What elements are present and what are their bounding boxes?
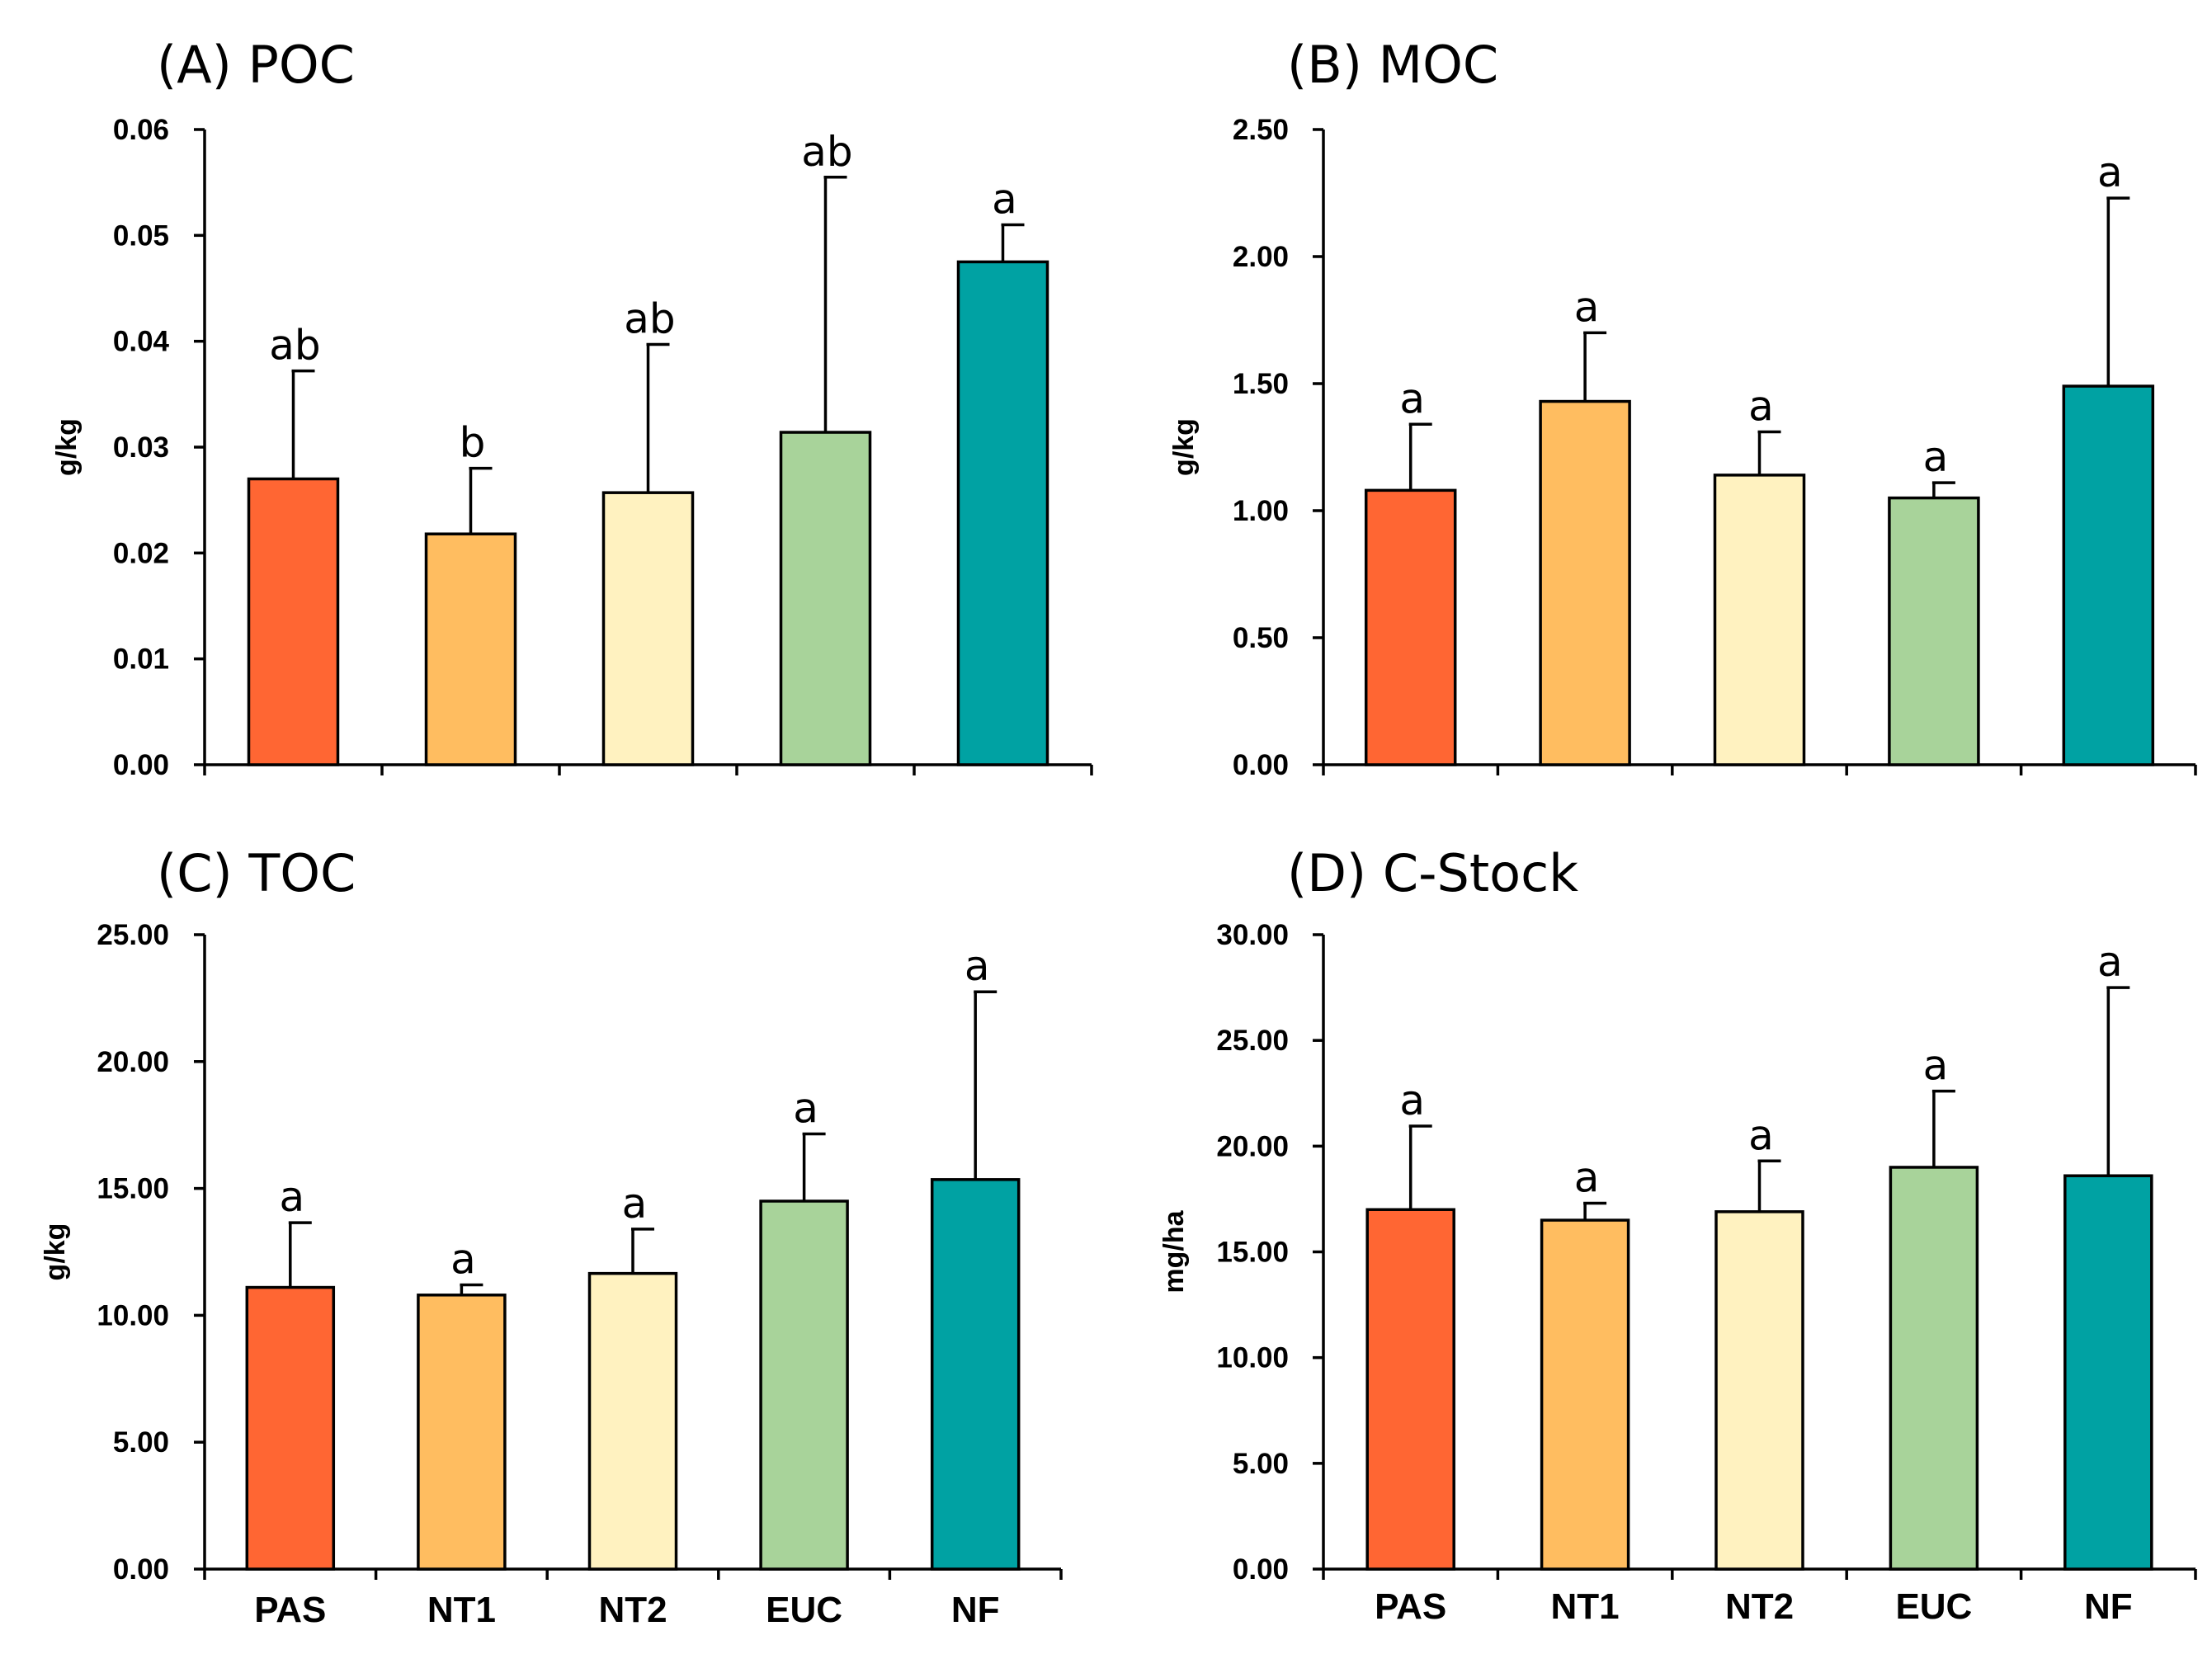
panel-d-category-label-nf: NF — [2084, 1586, 2133, 1627]
panel-c-bar-euc — [759, 1199, 849, 1571]
panel-a-title: (A) POC — [157, 35, 355, 95]
panel-d-bar-euc — [1889, 1166, 1979, 1571]
panel-b-title: (B) MOC — [1287, 35, 1498, 95]
panel-d-y-tick-label: 30.00 — [1216, 919, 1289, 951]
panel-b-y-tick-label: 2.50 — [1233, 114, 1289, 146]
panel-c-bar-pas — [245, 1285, 336, 1571]
panel-d-y-tick-label: 10.00 — [1216, 1342, 1289, 1374]
panel-c-category-label-euc: EUC — [766, 1590, 842, 1630]
panel-a-sig-letter-nt2: ab — [624, 295, 675, 343]
panel-d-y-tick-label: 20.00 — [1216, 1130, 1289, 1162]
panel-d-category-label-nt1: NT1 — [1551, 1586, 1620, 1627]
panel-b-y-tick-label: 1.00 — [1233, 495, 1289, 527]
panel-a-y-tick-label: 0.03 — [113, 431, 169, 464]
panel-d-y-tick-label: 15.00 — [1216, 1237, 1289, 1269]
panel-c-bar-nf — [930, 1178, 1021, 1571]
panel-d-bar-nt2 — [1714, 1210, 1804, 1571]
panel-a-bar-nf — [956, 260, 1049, 766]
panel-c-y-tick-label: 15.00 — [97, 1173, 169, 1205]
panel-c-y-tick-label: 10.00 — [97, 1299, 169, 1331]
panel-a-y-tick-label: 0.00 — [113, 749, 169, 781]
panel-c-sig-letter-euc: a — [793, 1084, 818, 1132]
panel-c-sig-letter-nf: a — [965, 942, 990, 990]
panel-b-bar-nt2 — [1713, 474, 1806, 766]
panel-d-y-tick-label: 5.00 — [1233, 1448, 1289, 1480]
panel-b-bar-nt1 — [1539, 399, 1631, 766]
panel-a-sig-letter-nf: a — [992, 176, 1017, 224]
panel-b-sig-letter-euc: a — [1923, 433, 1949, 481]
panel-c-sig-letter-pas: a — [279, 1173, 304, 1221]
panel-d-category-label-euc: EUC — [1895, 1586, 1972, 1627]
panel-d-y-axis-label: mg/ha — [1158, 1209, 1190, 1293]
panel-a-sig-letter-pas: ab — [269, 322, 320, 370]
panel-c-y-tick-label: 20.00 — [97, 1046, 169, 1078]
panel-b-bar-euc — [1888, 496, 1980, 766]
panel-d-title: (D) C-Stock — [1287, 843, 1578, 903]
panel-c-y-tick-label: 25.00 — [97, 919, 169, 951]
panel-c-bar-nt1 — [417, 1294, 507, 1571]
panel-d-category-label-nt2: NT2 — [1725, 1586, 1794, 1627]
panel-d-bar-nf — [2063, 1174, 2153, 1571]
panel-d-bar-nt1 — [1540, 1218, 1630, 1571]
panel-c-y-tick-label: 5.00 — [113, 1426, 169, 1459]
panel-a-y-tick-label: 0.05 — [113, 219, 169, 252]
panel-c-category-label-pas: PAS — [254, 1590, 326, 1630]
panel-a-bar-pas — [247, 477, 340, 766]
panel-d-sig-letter-nt1: a — [1574, 1154, 1600, 1202]
panel-d-sig-letter-nt2: a — [1748, 1111, 1774, 1159]
panel-b-sig-letter-nt1: a — [1574, 283, 1600, 331]
panel-b-y-axis-label: g/kg — [1168, 418, 1200, 476]
panel-c-y-axis-label: g/kg — [40, 1223, 71, 1281]
panel-d-sig-letter-nf: a — [2097, 938, 2123, 986]
panel-c-sig-letter-nt1: a — [450, 1235, 476, 1283]
panel-b-sig-letter-pas: a — [1399, 375, 1425, 422]
panel-b-y-tick-label: 1.50 — [1233, 368, 1289, 400]
panel-a-y-tick-label: 0.01 — [113, 643, 169, 676]
panel-b-y-tick-label: 0.00 — [1233, 749, 1289, 781]
panel-a-bar-nt1 — [424, 532, 517, 766]
panel-b-bar-pas — [1364, 488, 1457, 766]
panel-c-category-label-nf: NF — [951, 1590, 1000, 1630]
panel-b-sig-letter-nf: a — [2097, 148, 2123, 196]
panel-d-y-tick-label: 0.00 — [1233, 1553, 1289, 1586]
panel-d-sig-letter-pas: a — [1399, 1077, 1425, 1124]
panel-d-bar-pas — [1365, 1208, 1455, 1571]
panel-d-y-tick-label: 25.00 — [1216, 1025, 1289, 1057]
panel-c-title: (C) TOC — [157, 843, 356, 903]
panel-c-category-label-nt1: NT1 — [427, 1590, 496, 1630]
panel-a-y-tick-label: 0.02 — [113, 537, 169, 569]
panel-d-category-label-pas: PAS — [1375, 1586, 1446, 1627]
panel-a-y-tick-label: 0.06 — [113, 114, 169, 146]
panel-c-sig-letter-nt2: a — [622, 1180, 648, 1228]
panel-a-bar-euc — [779, 431, 872, 766]
panel-a-bar-nt2 — [601, 491, 695, 766]
panel-c-bar-nt2 — [587, 1271, 678, 1571]
panel-a-y-tick-label: 0.04 — [113, 326, 170, 358]
panel-b-bar-nf — [2062, 384, 2155, 766]
panel-a-sig-letter-nt1: b — [460, 419, 486, 467]
panel-c-category-label-nt2: NT2 — [598, 1590, 667, 1630]
panel-a-sig-letter-euc: ab — [801, 128, 852, 176]
panel-a-y-axis-label: g/kg — [51, 418, 83, 476]
panel-b-y-tick-label: 0.50 — [1233, 622, 1289, 654]
panel-b-sig-letter-nt2: a — [1748, 383, 1774, 431]
panel-c-y-tick-label: 0.00 — [113, 1553, 169, 1586]
panel-b-y-tick-label: 2.00 — [1233, 241, 1289, 273]
panel-d-sig-letter-euc: a — [1923, 1042, 1949, 1090]
